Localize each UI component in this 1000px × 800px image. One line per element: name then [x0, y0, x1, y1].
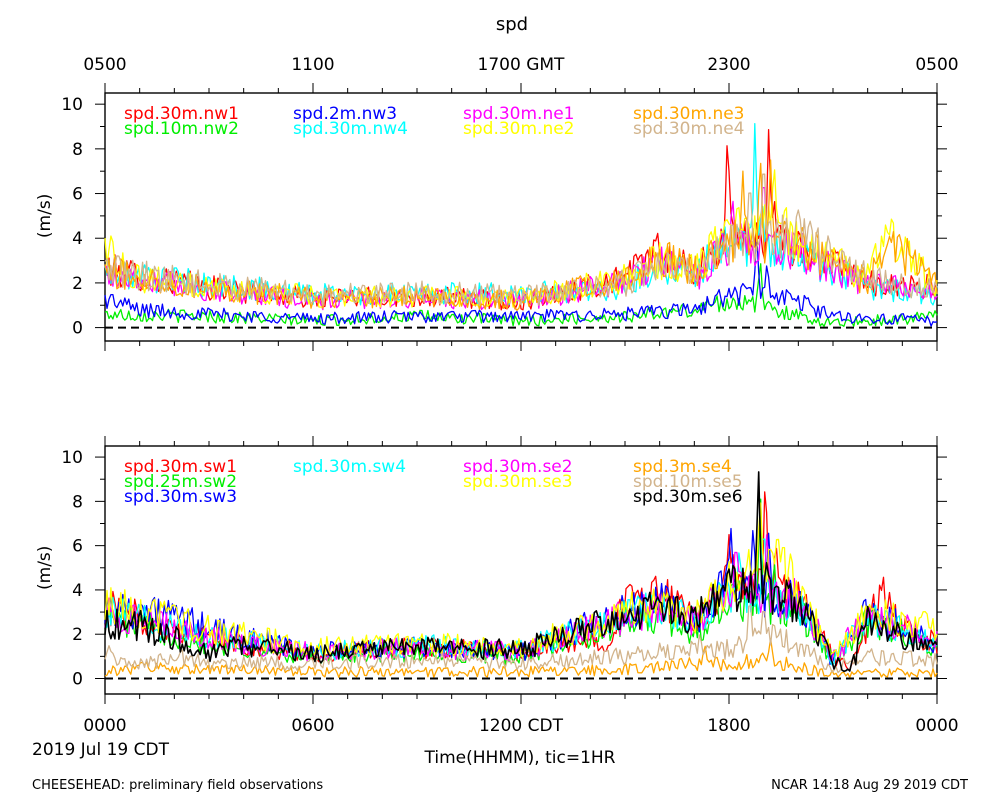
y-tick-label: 8 [72, 492, 83, 512]
series-line-spd.30m.nw4 [104, 123, 938, 306]
legend-entry: spd.30m.sw3 [124, 487, 237, 507]
bottom-tick-label: 1800 [707, 716, 750, 736]
legend-entry: spd.30m.se3 [463, 472, 573, 492]
y-axis-label: (m/s) [35, 546, 55, 590]
legend-entry: spd.30m.se6 [633, 487, 743, 507]
legend-entry: spd.30m.sw4 [293, 457, 406, 477]
y-tick-label: 2 [72, 625, 83, 645]
legend-entry: spd.30m.ne1 [463, 104, 575, 124]
legend-entry: spd.25m.sw2 [124, 472, 237, 492]
top-tick-label: 0500 [915, 55, 958, 75]
x-axis-label: Time(HHMM), tic=1HR [424, 748, 616, 768]
panel-top-legend: spd.30m.nw1spd.10m.nw2spd.2m.nw3spd.30m.… [124, 104, 745, 139]
legend-entry: spd.30m.se2 [463, 457, 573, 477]
bottom-tick-label: 0600 [291, 716, 334, 736]
legend-entry: spd.3m.se4 [633, 457, 732, 477]
series-line-spd.10m.se5 [104, 605, 938, 674]
legend-entry: spd.30m.nw4 [293, 119, 408, 139]
panel-bottom-series-lines [104, 471, 938, 680]
legend-entry: spd.2m.nw3 [293, 104, 397, 124]
y-tick-label: 2 [72, 274, 83, 294]
y-tick-label: 0 [72, 670, 83, 690]
date-label: 2019 Jul 19 CDT [32, 740, 170, 760]
bottom-tick-label: 1200 CDT [479, 716, 564, 736]
series-line-spd.30m.ne3 [104, 159, 938, 311]
y-tick-label: 8 [72, 140, 83, 160]
y-tick-label: 10 [61, 448, 83, 468]
top-axis-tick-labels: 0500 1100 1700 GMT 2300 0500 [83, 55, 958, 75]
footer-right: NCAR 14:18 Aug 29 2019 CDT [771, 778, 968, 793]
bottom-tick-label: 0000 [915, 716, 958, 736]
legend-entry: spd.30m.ne4 [633, 119, 745, 139]
y-tick-label: 4 [72, 229, 83, 249]
y-tick-label: 10 [61, 95, 83, 115]
series-line-spd.30m.se6 [104, 471, 938, 673]
series-line-spd.2m.nw3 [104, 233, 938, 327]
top-tick-label: 2300 [707, 55, 750, 75]
series-line-spd.30m.ne4 [104, 173, 938, 307]
legend-entry: spd.30m.sw1 [124, 457, 237, 477]
panel-top-series-lines [104, 123, 938, 329]
y-tick-label: 0 [72, 319, 83, 339]
legend-entry: spd.30m.nw1 [124, 104, 239, 124]
legend-entry: spd.30m.ne2 [463, 119, 575, 139]
legend-entry: spd.10m.se5 [633, 472, 743, 492]
y-tick-label: 4 [72, 581, 83, 601]
top-tick-label: 1100 [291, 55, 334, 75]
legend-entry: spd.30m.ne3 [633, 104, 745, 124]
top-tick-label: 0500 [83, 55, 126, 75]
bottom-tick-label: 0000 [83, 716, 126, 736]
bottom-axis-tick-labels: 0000 0600 1200 CDT 1800 0000 [83, 716, 958, 736]
footer-left: CHEESEHEAD: preliminary field observatio… [32, 778, 323, 793]
chart-title: spd [496, 14, 528, 35]
y-axis-label: (m/s) [35, 194, 55, 238]
legend-entry: spd.10m.nw2 [124, 119, 239, 139]
y-tick-label: 6 [72, 185, 83, 205]
series-line-spd.3m.se4 [104, 637, 938, 679]
top-tick-label: 1700 GMT [478, 55, 566, 75]
y-tick-label: 6 [72, 537, 83, 557]
